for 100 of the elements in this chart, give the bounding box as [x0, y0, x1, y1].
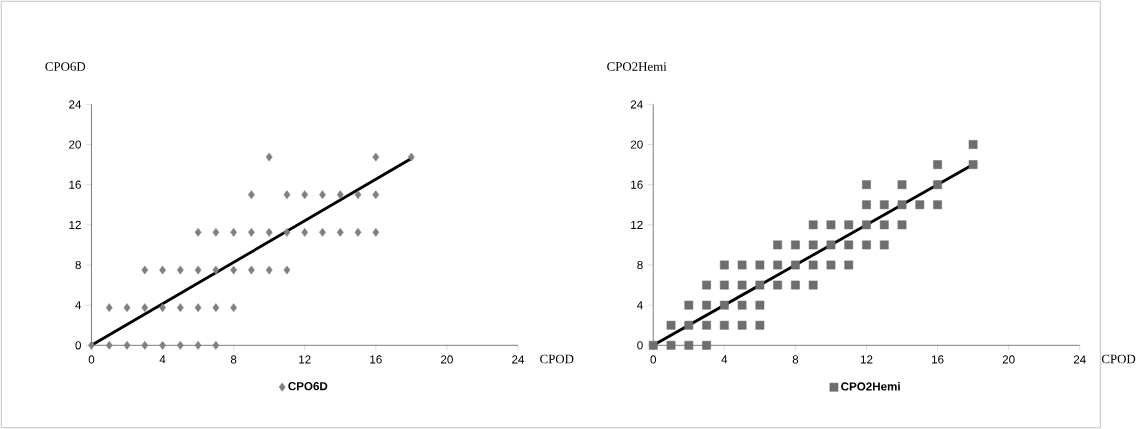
point — [301, 190, 309, 200]
point — [773, 240, 783, 250]
point — [194, 340, 202, 350]
point — [159, 303, 166, 313]
point — [808, 240, 818, 250]
point — [666, 340, 676, 350]
point — [915, 200, 925, 210]
point — [194, 303, 202, 313]
point — [702, 300, 711, 310]
point — [265, 265, 273, 275]
point — [230, 265, 237, 275]
point — [283, 265, 291, 275]
point — [212, 227, 220, 237]
point — [105, 340, 113, 350]
x-tick-label: 16 — [370, 355, 382, 364]
x-tick-label: 24 — [1073, 355, 1086, 364]
point — [755, 260, 765, 270]
point — [123, 340, 131, 350]
point — [933, 180, 942, 190]
point — [737, 280, 747, 290]
y-tick-label: 8 — [637, 260, 643, 270]
point — [141, 265, 149, 275]
point — [879, 240, 889, 250]
y-tick-label: 16 — [69, 180, 81, 189]
y-tick-label: 4 — [75, 301, 82, 310]
point — [862, 220, 871, 230]
point — [737, 320, 747, 330]
point — [755, 280, 765, 290]
point — [897, 180, 907, 190]
point — [844, 220, 854, 230]
point — [141, 340, 149, 350]
y-tick-label: 0 — [637, 341, 643, 350]
point — [897, 200, 907, 210]
y-tick-label: 0 — [75, 341, 81, 350]
point — [105, 303, 113, 313]
point — [719, 320, 729, 330]
point — [301, 227, 309, 237]
point — [755, 300, 765, 310]
y-tick-label: 20 — [630, 140, 643, 149]
x-tick-label: 0 — [88, 355, 95, 364]
point — [319, 227, 326, 237]
point — [844, 240, 854, 250]
point — [283, 227, 291, 237]
point — [684, 300, 694, 310]
x-tick-label: 12 — [299, 355, 311, 364]
point — [88, 340, 95, 350]
point — [248, 227, 255, 237]
point — [719, 300, 729, 310]
point — [702, 320, 711, 330]
point — [808, 280, 818, 290]
x-tick-label: 8 — [230, 355, 237, 364]
point — [212, 340, 220, 350]
point — [862, 240, 871, 250]
point — [176, 265, 184, 275]
point — [702, 280, 711, 290]
point — [141, 303, 149, 313]
point — [968, 140, 978, 149]
point — [372, 190, 380, 200]
x-tick-label: 0 — [650, 355, 657, 364]
point — [265, 227, 273, 237]
point — [176, 303, 184, 313]
point — [719, 280, 729, 290]
x-tick-label: 4 — [159, 355, 166, 364]
y-tick-label: 4 — [637, 301, 643, 310]
x-tick-label: 24 — [512, 355, 525, 364]
point — [684, 340, 694, 350]
legend-label: CPO6D — [288, 382, 328, 391]
point — [737, 300, 747, 310]
y-tick-label: 12 — [631, 220, 643, 229]
point — [248, 190, 255, 200]
point — [336, 227, 344, 237]
point — [826, 240, 836, 250]
point — [773, 280, 783, 290]
point — [407, 152, 415, 162]
x-tick-label: 16 — [932, 355, 944, 364]
point — [265, 152, 273, 162]
x-tick-label: 20 — [441, 355, 453, 364]
point — [176, 340, 184, 350]
x-tick-label: 8 — [792, 355, 799, 364]
x-tick-label: 20 — [1002, 355, 1015, 364]
y-axis-title: CPO2Hemi — [607, 62, 667, 71]
point — [879, 220, 889, 230]
x-axis-title: CPOD — [540, 354, 574, 364]
point — [719, 260, 729, 270]
point — [933, 160, 942, 169]
x-tick-label: 12 — [860, 355, 873, 364]
point — [791, 280, 800, 290]
point — [968, 160, 978, 169]
point — [791, 240, 800, 250]
point — [844, 260, 854, 270]
point — [648, 340, 658, 350]
y-tick-label: 12 — [69, 220, 81, 229]
point — [123, 303, 131, 313]
point — [702, 340, 711, 350]
point — [230, 303, 237, 313]
point — [194, 265, 202, 275]
y-tick-label: 24 — [69, 100, 82, 109]
point — [159, 340, 166, 350]
point — [283, 190, 291, 200]
point — [230, 227, 237, 237]
